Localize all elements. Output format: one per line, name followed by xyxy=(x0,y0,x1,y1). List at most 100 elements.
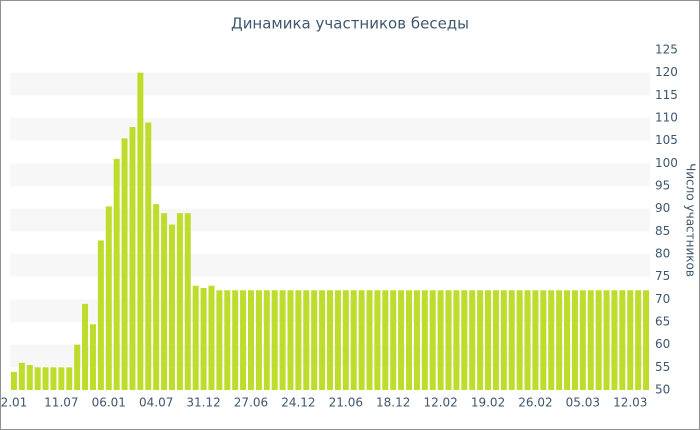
x-tick-label: 05.03 xyxy=(566,396,600,410)
x-tick-label: 04.07 xyxy=(139,396,173,410)
bar xyxy=(390,290,397,390)
bar xyxy=(611,290,618,390)
bar xyxy=(74,344,81,390)
bar xyxy=(145,122,152,391)
y-axis-label: Число участников xyxy=(684,163,698,277)
bar xyxy=(453,290,460,390)
bar xyxy=(406,290,413,390)
y-tick-label: 95 xyxy=(655,179,670,193)
bar xyxy=(271,290,278,390)
bar xyxy=(50,367,57,390)
bar xyxy=(477,290,484,390)
x-tick-label: 21.06 xyxy=(329,396,363,410)
x-tick-label: 27.06 xyxy=(234,396,268,410)
bar xyxy=(295,290,302,390)
bar xyxy=(10,371,17,390)
bar xyxy=(287,290,294,390)
bar xyxy=(445,290,452,390)
x-tick-label: 06.01 xyxy=(92,396,126,410)
bar xyxy=(579,290,586,390)
bar xyxy=(82,303,89,390)
bar xyxy=(105,206,112,390)
bar xyxy=(540,290,547,390)
bar xyxy=(97,240,104,390)
bar xyxy=(603,290,610,390)
y-tick-label: 105 xyxy=(655,133,678,147)
bar xyxy=(571,290,578,390)
y-tick-label: 85 xyxy=(655,224,670,238)
x-tick-label: 2.01 xyxy=(1,396,28,410)
bar xyxy=(524,290,531,390)
bar xyxy=(643,290,650,390)
y-tick-label: 65 xyxy=(655,315,670,329)
bar xyxy=(358,290,365,390)
x-tick-label: 12.03 xyxy=(613,396,647,410)
x-tick-label: 26.02 xyxy=(518,396,552,410)
bar xyxy=(121,138,128,390)
bar xyxy=(184,213,191,390)
x-tick-label: 18.12 xyxy=(376,396,410,410)
grid-band xyxy=(10,72,650,96)
bar xyxy=(556,290,563,390)
bar xyxy=(437,290,444,390)
bar xyxy=(216,290,223,390)
bar xyxy=(200,288,207,390)
x-tick-label: 12.02 xyxy=(423,396,457,410)
bar xyxy=(168,224,175,390)
bar xyxy=(137,72,144,391)
x-tick-label: 24.12 xyxy=(281,396,315,410)
bar xyxy=(635,290,642,390)
y-tick-label: 125 xyxy=(655,43,678,57)
bar xyxy=(303,290,310,390)
bar xyxy=(176,213,183,390)
y-tick-label: 120 xyxy=(655,65,678,79)
bar xyxy=(516,290,523,390)
bar xyxy=(627,290,634,390)
bar xyxy=(255,290,262,390)
bar xyxy=(619,290,626,390)
bar xyxy=(240,290,247,390)
x-tick-label: 31.12 xyxy=(186,396,220,410)
bar xyxy=(382,290,389,390)
bar xyxy=(532,290,539,390)
y-tick-label: 110 xyxy=(655,111,678,125)
bar xyxy=(311,290,318,390)
bar xyxy=(66,367,73,390)
bar xyxy=(548,290,555,390)
bar xyxy=(469,290,476,390)
y-tick-label: 100 xyxy=(655,156,678,170)
bar xyxy=(334,290,341,390)
bar xyxy=(595,290,602,390)
y-tick-label: 115 xyxy=(655,88,678,102)
bar xyxy=(58,367,65,390)
bar xyxy=(34,367,41,390)
bar xyxy=(161,213,168,390)
bar xyxy=(398,290,405,390)
bar xyxy=(429,290,436,390)
y-tick-label: 70 xyxy=(655,292,670,306)
chart-title: Динамика участников беседы xyxy=(231,15,469,33)
bar xyxy=(366,290,373,390)
bar xyxy=(587,290,594,390)
y-tick-label: 90 xyxy=(655,201,670,215)
bar xyxy=(129,127,136,391)
bar xyxy=(485,290,492,390)
bar xyxy=(26,365,33,390)
y-tick-label: 80 xyxy=(655,247,670,261)
bar xyxy=(153,204,160,390)
bar xyxy=(413,290,420,390)
bar xyxy=(224,290,231,390)
grid-band xyxy=(10,163,650,186)
bar xyxy=(492,290,499,390)
y-tick-label: 75 xyxy=(655,269,670,283)
bar xyxy=(263,290,270,390)
grid-band xyxy=(10,118,650,141)
bar xyxy=(461,290,468,390)
bar xyxy=(508,290,515,390)
bar xyxy=(42,367,49,390)
y-tick-label: 55 xyxy=(655,360,670,374)
bar xyxy=(247,290,254,390)
bar xyxy=(279,290,286,390)
bar xyxy=(326,290,334,390)
